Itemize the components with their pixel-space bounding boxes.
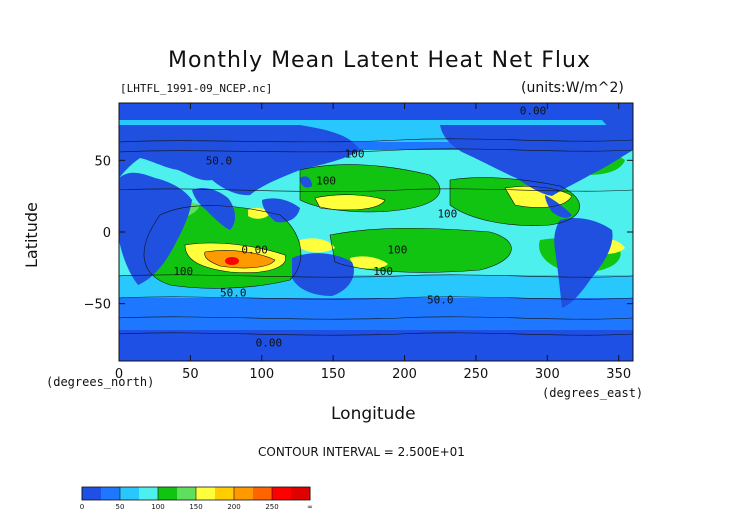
contour-label: 100 bbox=[173, 265, 193, 278]
y-tick-label: 50 bbox=[94, 154, 111, 169]
band-arctic bbox=[119, 103, 633, 123]
colorbar-label: 50 bbox=[116, 503, 125, 511]
x-axis-title: Longitude bbox=[331, 404, 416, 424]
colorbar-swatch bbox=[291, 487, 311, 500]
yellow-south-indian bbox=[300, 238, 335, 253]
x-tick-label: 100 bbox=[249, 367, 274, 382]
contour-label-layer: 0.00 100 50.0 100 100 100 50.0 0.00 50.0 100 0.00 1… bbox=[173, 104, 546, 349]
colorbar-swatch bbox=[120, 487, 140, 500]
x-tick-label: 350 bbox=[606, 367, 631, 382]
colorbar-swatch bbox=[139, 487, 159, 500]
contour-label: 50.0 bbox=[427, 294, 454, 307]
colorbar-swatch bbox=[101, 487, 121, 500]
contour-label: 100 bbox=[373, 265, 393, 278]
colorbar-swatch bbox=[177, 487, 197, 500]
colorbar-label: 200 bbox=[227, 503, 240, 511]
colorbar-swatch bbox=[234, 487, 254, 500]
x-axis-unit: (degrees_east) bbox=[542, 386, 644, 400]
colorbar-swatch bbox=[158, 487, 178, 500]
units-label: (units:W/m^2) bbox=[521, 80, 624, 96]
contour-label: 50.0 bbox=[206, 155, 233, 168]
land-japan bbox=[300, 176, 312, 188]
y-tick-label: −50 bbox=[84, 298, 111, 313]
yellow-central-pacific bbox=[350, 256, 388, 269]
colorbar-swatch bbox=[253, 487, 273, 500]
orange-indian-ocean bbox=[204, 250, 275, 268]
colorbar-label: ∞ bbox=[307, 503, 313, 511]
band-southern-ocean bbox=[119, 298, 633, 334]
contour-label: 100 bbox=[345, 147, 365, 160]
colorbar-label: 0 bbox=[80, 503, 84, 511]
land-greenland bbox=[600, 103, 633, 140]
contour-label: 100 bbox=[316, 175, 336, 188]
colorbar-swatch bbox=[272, 487, 292, 500]
colorbar-swatch bbox=[196, 487, 216, 500]
colorbar-swatch bbox=[215, 487, 235, 500]
y-axis-ticks: 50 0 −50 bbox=[84, 154, 633, 313]
land-eurasia bbox=[119, 125, 360, 196]
plot-area bbox=[119, 103, 633, 361]
colorbar-label: 150 bbox=[189, 503, 202, 511]
land-arabia-india bbox=[192, 187, 236, 230]
x-axis-ticks: 0 50 100 150 200 250 300 350 bbox=[115, 103, 631, 382]
x-tick-label: 150 bbox=[321, 367, 346, 382]
land-australia bbox=[292, 253, 354, 296]
x-tick-label: 250 bbox=[464, 367, 489, 382]
x-tick-label: 0 bbox=[115, 367, 123, 382]
yellow-north-pacific bbox=[315, 194, 385, 210]
contour-label: 100 bbox=[437, 208, 457, 221]
x-tick-label: 200 bbox=[392, 367, 417, 382]
land-antarctica bbox=[119, 335, 633, 361]
land-north-america bbox=[440, 125, 633, 196]
contour-lines bbox=[119, 138, 633, 336]
colorbar-swatch bbox=[82, 487, 102, 500]
land-south-america bbox=[554, 218, 613, 308]
dataset-label: [LHTFL_1991-09_NCEP.nc] bbox=[120, 82, 273, 95]
land-central-america bbox=[545, 195, 572, 218]
y-axis-unit: (degrees_north) bbox=[46, 375, 155, 389]
x-tick-label: 300 bbox=[535, 367, 560, 382]
land-africa bbox=[119, 172, 192, 285]
y-axis-title: Latitude bbox=[22, 202, 41, 268]
colorbar-label: 250 bbox=[265, 503, 278, 511]
contour-interval: CONTOUR INTERVAL = 2.500E+01 bbox=[258, 445, 465, 459]
yellow-gulf-stream bbox=[248, 207, 270, 219]
colorbar: 0 50 100 150 200 250 ∞ bbox=[80, 486, 313, 511]
contour-label: 0.00 bbox=[256, 337, 283, 350]
contour-label: 50.0 bbox=[220, 287, 247, 300]
contour-label: 0.00 bbox=[520, 104, 547, 117]
chart-title: Monthly Mean Latent Heat Net Flux bbox=[168, 48, 591, 73]
y-tick-label: 0 bbox=[103, 226, 111, 241]
land-southeast-asia bbox=[262, 198, 300, 223]
red-indian-ocean bbox=[225, 257, 239, 265]
x-tick-label: 50 bbox=[182, 367, 199, 382]
colorbar-label: 100 bbox=[151, 503, 164, 511]
contour-label: 100 bbox=[387, 244, 407, 257]
contour-label: 0.00 bbox=[241, 244, 268, 257]
